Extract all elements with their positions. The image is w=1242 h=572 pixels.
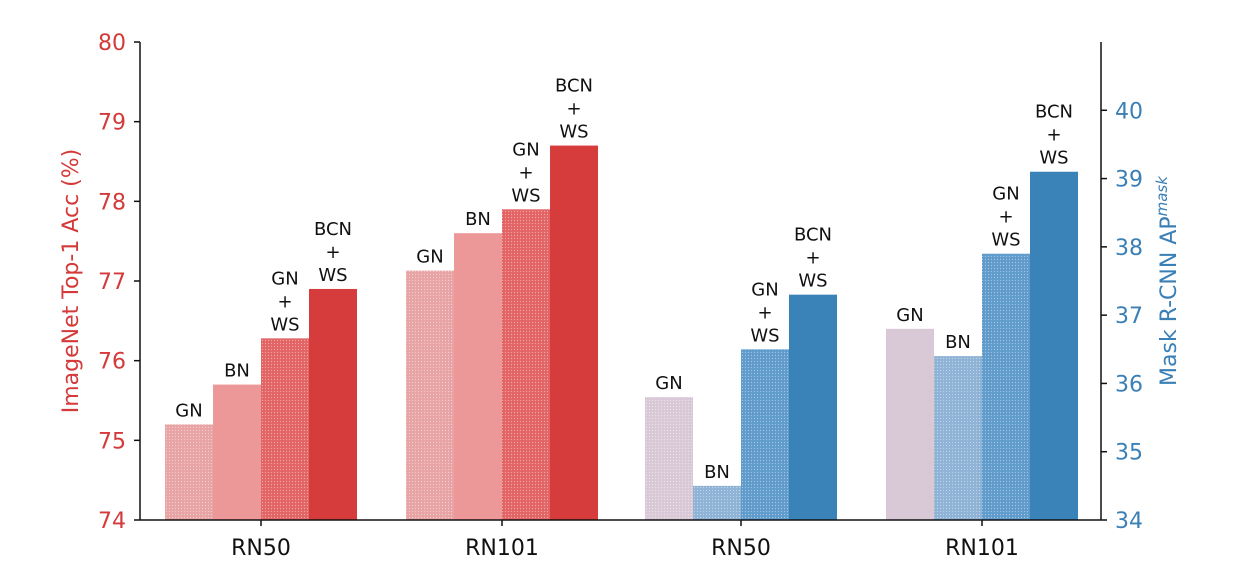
bar-label-2-4-line-1: BCN <box>555 76 593 97</box>
x-tick-label-4: RN101 <box>945 536 1019 561</box>
bar-label-1-4-line-3: WS <box>318 265 347 286</box>
bar-label-1-4-line-1: BCN <box>314 219 352 240</box>
bar-label-3-3-line-3: WS <box>750 325 779 346</box>
bar-label-3-3-line-2: + <box>757 302 772 323</box>
bar-2-4 <box>550 145 598 521</box>
bar-label-2-3-line-3: WS <box>511 185 540 206</box>
right-tick-label-0: 34 <box>1115 509 1143 534</box>
bar-label-1-3-line-1: GN <box>271 268 298 289</box>
left-tick-label-1: 75 <box>98 429 126 454</box>
bar-label-2-3-line-1: GN <box>512 139 539 160</box>
right-tick-label-2: 36 <box>1115 372 1143 397</box>
bar-label-4-3-line-3: WS <box>991 230 1020 251</box>
left-tick-label-3: 77 <box>98 270 126 295</box>
bar-label-3-4-line-2: + <box>805 248 820 269</box>
bar-hatch-3-3 <box>741 349 789 520</box>
bar-label-2-1-line-1: GN <box>416 247 443 268</box>
bar-label-4-4-line-3: WS <box>1039 148 1068 169</box>
bar-hatch-1-3 <box>261 338 309 520</box>
bar-label-1-2-line-1: BN <box>224 361 250 382</box>
left-tick-label-6: 80 <box>98 31 126 56</box>
bar-hatch-2-1 <box>406 270 454 520</box>
bar-label-4-2-line-1: BN <box>945 332 971 353</box>
right-tick-label-3: 37 <box>1115 304 1143 329</box>
bar-label-4-3-line-2: + <box>998 207 1013 228</box>
right-axis-title-main: Mask R-CNN AP <box>1157 216 1182 386</box>
bar-label-2-3-line-2: + <box>518 162 533 183</box>
bar-4-1 <box>886 328 934 520</box>
bar-label-2-4-line-3: WS <box>559 122 588 143</box>
left-tick-label-0: 74 <box>98 509 126 534</box>
bar-label-3-3-line-1: GN <box>751 279 778 300</box>
right-axis-title-superscript: mask <box>1153 175 1171 217</box>
bars-layer <box>165 145 1078 521</box>
ticks-layer: RN50 RN101 RN50 RN101 74 75 76 77 78 79 80 34 35 36 37… <box>98 31 1143 561</box>
left-tick-label-2: 76 <box>98 350 126 375</box>
right-axis-title: Mask R-CNN APmask <box>1153 175 1182 386</box>
bar-hatch-3-1 <box>645 397 693 520</box>
bar-1-2 <box>213 384 261 520</box>
bar-4-4 <box>1030 171 1078 520</box>
right-tick-label-6: 40 <box>1115 99 1143 124</box>
left-axis-title: ImageNet Top-1 Acc (%) <box>59 149 84 413</box>
bar-hatch-4-3 <box>982 253 1030 520</box>
bar-label-1-3-line-2: + <box>277 291 292 312</box>
bar-label-4-4-line-1: BCN <box>1035 102 1073 123</box>
bar-hatch-3-2 <box>693 485 741 520</box>
bar-label-1-4-line-2: + <box>325 242 340 263</box>
bar-label-3-1-line-1: GN <box>655 373 682 394</box>
right-tick-label-5: 39 <box>1115 168 1143 193</box>
bar-hatch-2-3 <box>502 209 550 521</box>
x-tick-label-3: RN50 <box>711 536 771 561</box>
bar-label-4-1-line-1: GN <box>896 305 923 326</box>
bar-labels-layer: GNBNGN+WSBCN+WSGNBNGN+WSBCN+WSGNBNGN+WSB… <box>175 76 1073 483</box>
bar-hatch-1-1 <box>165 424 213 520</box>
bar-label-2-2-line-1: BN <box>465 209 491 230</box>
bar-label-4-3-line-1: GN <box>992 184 1019 205</box>
left-tick-label-5: 79 <box>98 111 126 136</box>
bar-label-3-4-line-3: WS <box>798 271 827 292</box>
right-tick-label-4: 38 <box>1115 236 1143 261</box>
bar-3-4 <box>789 294 837 520</box>
bar-label-1-1-line-1: GN <box>175 400 202 421</box>
bar-2-2 <box>454 233 502 520</box>
bar-label-3-2-line-1: BN <box>704 462 730 483</box>
left-tick-label-4: 78 <box>98 190 126 215</box>
x-tick-label-2: RN101 <box>465 536 539 561</box>
right-tick-label-1: 35 <box>1115 441 1143 466</box>
x-tick-label-1: RN50 <box>231 536 291 561</box>
bar-label-4-4-line-2: + <box>1046 125 1061 146</box>
bar-hatch-4-2 <box>934 356 982 520</box>
bar-1-4 <box>309 288 357 520</box>
bar-label-3-4-line-1: BCN <box>794 225 832 246</box>
bar-label-2-4-line-2: + <box>566 99 581 120</box>
bar-label-1-3-line-3: WS <box>270 314 299 335</box>
